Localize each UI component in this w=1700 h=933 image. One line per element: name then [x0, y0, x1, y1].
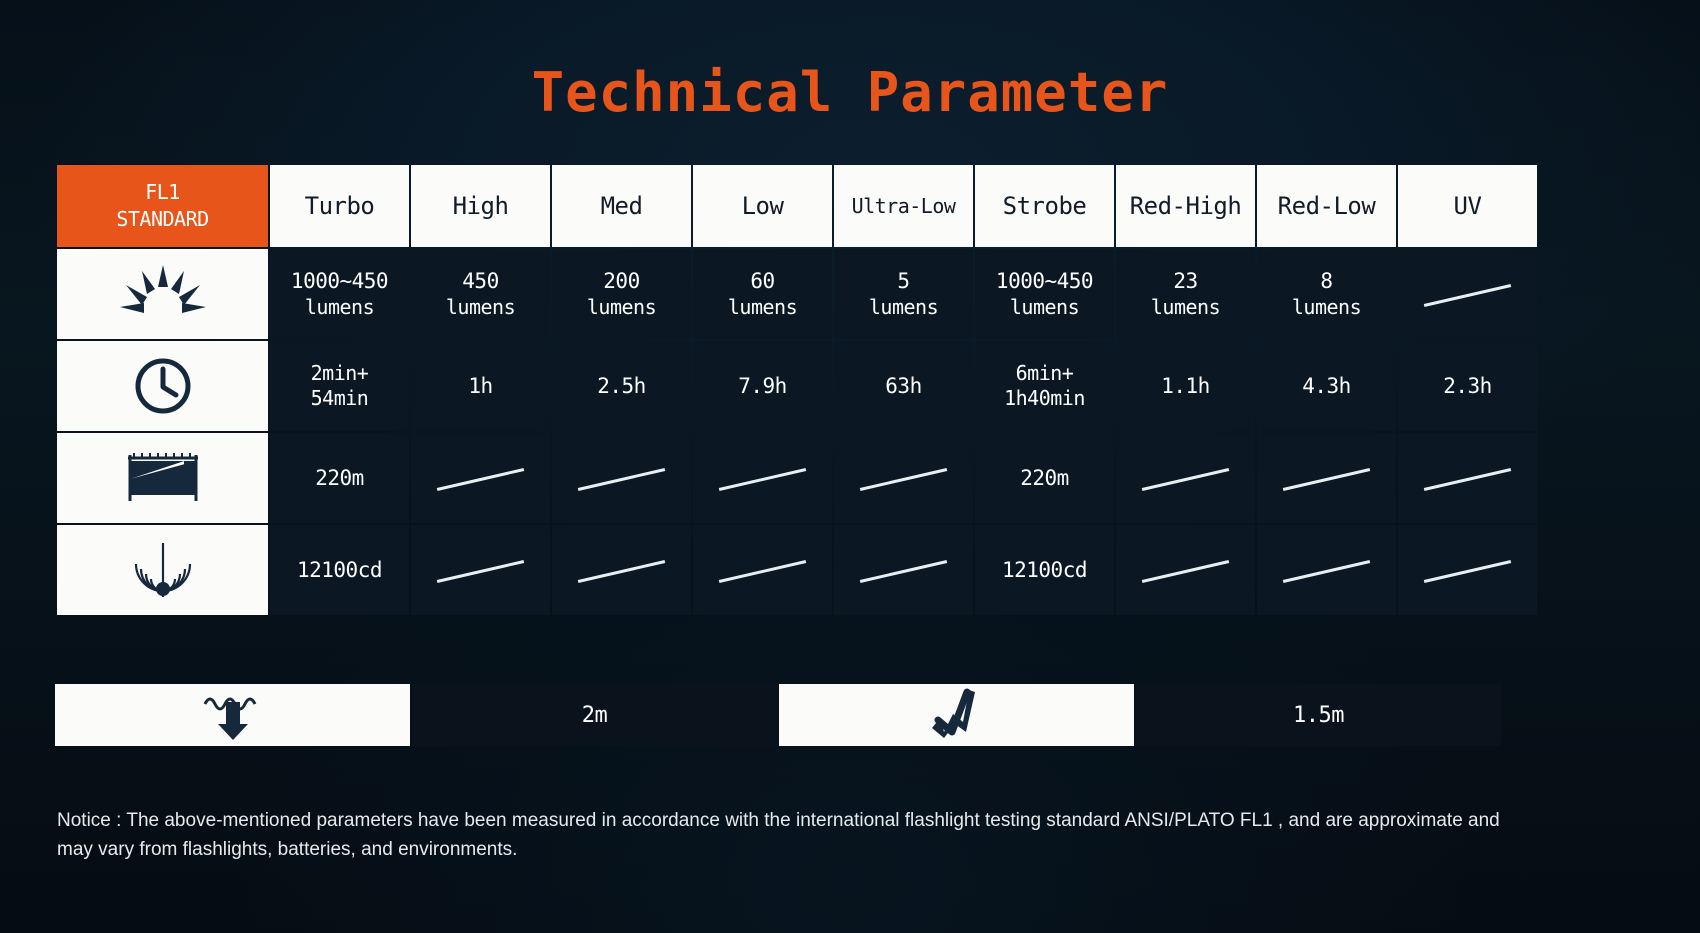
- row-icon-beam-distance: [57, 433, 268, 523]
- water-resistance-value: 2m: [412, 684, 777, 746]
- cell-runtime-strobe: 6min+ 1h40min: [975, 341, 1114, 431]
- cell-runtime-ultra-low: 63h: [834, 341, 973, 431]
- mode-header-med: Med: [552, 165, 691, 247]
- notice-text: Notice : The above-mentioned parameters …: [57, 810, 1500, 861]
- peak-beam-intensity-icon: [134, 543, 191, 597]
- cell-distance-ultra-low-not-applicable: [834, 433, 973, 523]
- cell-value-2: 54min: [310, 386, 369, 410]
- mode-header-ultra-low: Ultra-Low: [834, 165, 973, 247]
- cell-intensity-low-not-applicable: [693, 525, 832, 615]
- cell-value: 8: [1320, 269, 1333, 294]
- row-icon-runtime: [57, 341, 268, 431]
- cell-unit: lumens: [445, 294, 516, 319]
- page-title: Technical Parameter: [531, 61, 1169, 124]
- table-row: 12100cd 12100cd: [57, 525, 1537, 615]
- cell-intensity-high-not-applicable: [411, 525, 550, 615]
- cell-distance-red-high-not-applicable: [1116, 433, 1255, 523]
- cell-distance-low-not-applicable: [693, 433, 832, 523]
- table-row: 2min+ 54min 1h 2.5h 7.9h 63h 6min+ 1h40m…: [57, 341, 1537, 431]
- cell-intensity-ultra-low-not-applicable: [834, 525, 973, 615]
- table-row: 1000~450 lumens 450 lumens 200 lumens 60…: [57, 249, 1537, 339]
- cell-runtime-low: 7.9h: [693, 341, 832, 431]
- cell-unit: lumens: [586, 294, 657, 319]
- cell-intensity-turbo: 12100cd: [270, 525, 409, 615]
- cell-value: 5: [897, 269, 910, 294]
- cell-distance-strobe: 220m: [975, 433, 1114, 523]
- cell-value: 60: [750, 269, 775, 294]
- water-resistance-icon: [203, 697, 256, 740]
- cell-value: 200: [603, 269, 640, 294]
- cell-lumens-strobe: 1000~450 lumens: [975, 249, 1114, 339]
- table-row: 220m 220m: [57, 433, 1537, 523]
- fl1-standard-header: FL1 STANDARD: [57, 165, 268, 247]
- cell-distance-red-low-not-applicable: [1257, 433, 1396, 523]
- cell-intensity-uv-not-applicable: [1398, 525, 1537, 615]
- mode-header-red-high: Red-High: [1116, 165, 1255, 247]
- impact-resistance-icon: [931, 688, 975, 738]
- cell-value: 1000~450: [995, 269, 1094, 294]
- fl1-standard-line1: FL1: [145, 180, 180, 204]
- cell-value: 1000~450: [290, 269, 389, 294]
- cell-unit: lumens: [1291, 294, 1362, 319]
- cell-unit: lumens: [868, 294, 939, 319]
- clock-icon: [135, 358, 190, 414]
- mode-header-strobe: Strobe: [975, 165, 1114, 247]
- cell-unit: lumens: [1150, 294, 1221, 319]
- cell-value: 23: [1173, 269, 1198, 294]
- table-header-row: FL1 STANDARD Turbo High Med Low Ultra-Lo…: [57, 165, 1537, 247]
- impact-resistance-icon-cell: [779, 684, 1134, 746]
- mode-header-low: Low: [693, 165, 832, 247]
- fl1-standard-line2: STANDARD: [116, 207, 209, 231]
- cell-value-2: 1h40min: [1004, 386, 1085, 410]
- cell-lumens-ultra-low: 5 lumens: [834, 249, 973, 339]
- cell-runtime-turbo: 2min+ 54min: [270, 341, 409, 431]
- cell-lumens-uv-not-applicable: [1398, 249, 1537, 339]
- cell-runtime-med: 2.5h: [552, 341, 691, 431]
- cell-value: 2min+: [310, 361, 369, 385]
- mode-header-high: High: [411, 165, 550, 247]
- cell-lumens-high: 450 lumens: [411, 249, 550, 339]
- beam-distance-icon: [127, 453, 198, 501]
- cell-lumens-turbo: 1000~450 lumens: [270, 249, 409, 339]
- cell-distance-high-not-applicable: [411, 433, 550, 523]
- cell-intensity-strobe: 12100cd: [975, 525, 1114, 615]
- cell-distance-uv-not-applicable: [1398, 433, 1537, 523]
- cell-lumens-red-high: 23 lumens: [1116, 249, 1255, 339]
- impact-resistance-value: 1.5m: [1136, 684, 1501, 746]
- resistance-bar: 2m 1.5m: [55, 684, 1515, 746]
- cell-unit: lumens: [727, 294, 798, 319]
- row-icon-peak-beam-intensity: [57, 525, 268, 615]
- cell-runtime-red-low: 4.3h: [1257, 341, 1396, 431]
- mode-header-uv: UV: [1398, 165, 1537, 247]
- row-icon-luminous-output: [57, 249, 268, 339]
- cell-intensity-med-not-applicable: [552, 525, 691, 615]
- sunburst-icon: [119, 265, 206, 313]
- cell-lumens-med: 200 lumens: [552, 249, 691, 339]
- mode-header-turbo: Turbo: [270, 165, 409, 247]
- cell-value: 450: [462, 269, 499, 294]
- cell-unit: lumens: [1009, 294, 1080, 319]
- cell-distance-med-not-applicable: [552, 433, 691, 523]
- cell-runtime-high: 1h: [411, 341, 550, 431]
- cell-intensity-red-high-not-applicable: [1116, 525, 1255, 615]
- cell-runtime-red-high: 1.1h: [1116, 341, 1255, 431]
- water-resistance-icon-cell: [55, 684, 410, 746]
- cell-intensity-red-low-not-applicable: [1257, 525, 1396, 615]
- cell-lumens-low: 60 lumens: [693, 249, 832, 339]
- cell-lumens-red-low: 8 lumens: [1257, 249, 1396, 339]
- cell-value: 6min+: [1015, 361, 1074, 385]
- mode-header-red-low: Red-Low: [1257, 165, 1396, 247]
- cell-runtime-uv: 2.3h: [1398, 341, 1537, 431]
- cell-unit: lumens: [304, 294, 375, 319]
- cell-distance-turbo: 220m: [270, 433, 409, 523]
- technical-parameter-table: FL1 STANDARD Turbo High Med Low Ultra-Lo…: [55, 163, 1537, 617]
